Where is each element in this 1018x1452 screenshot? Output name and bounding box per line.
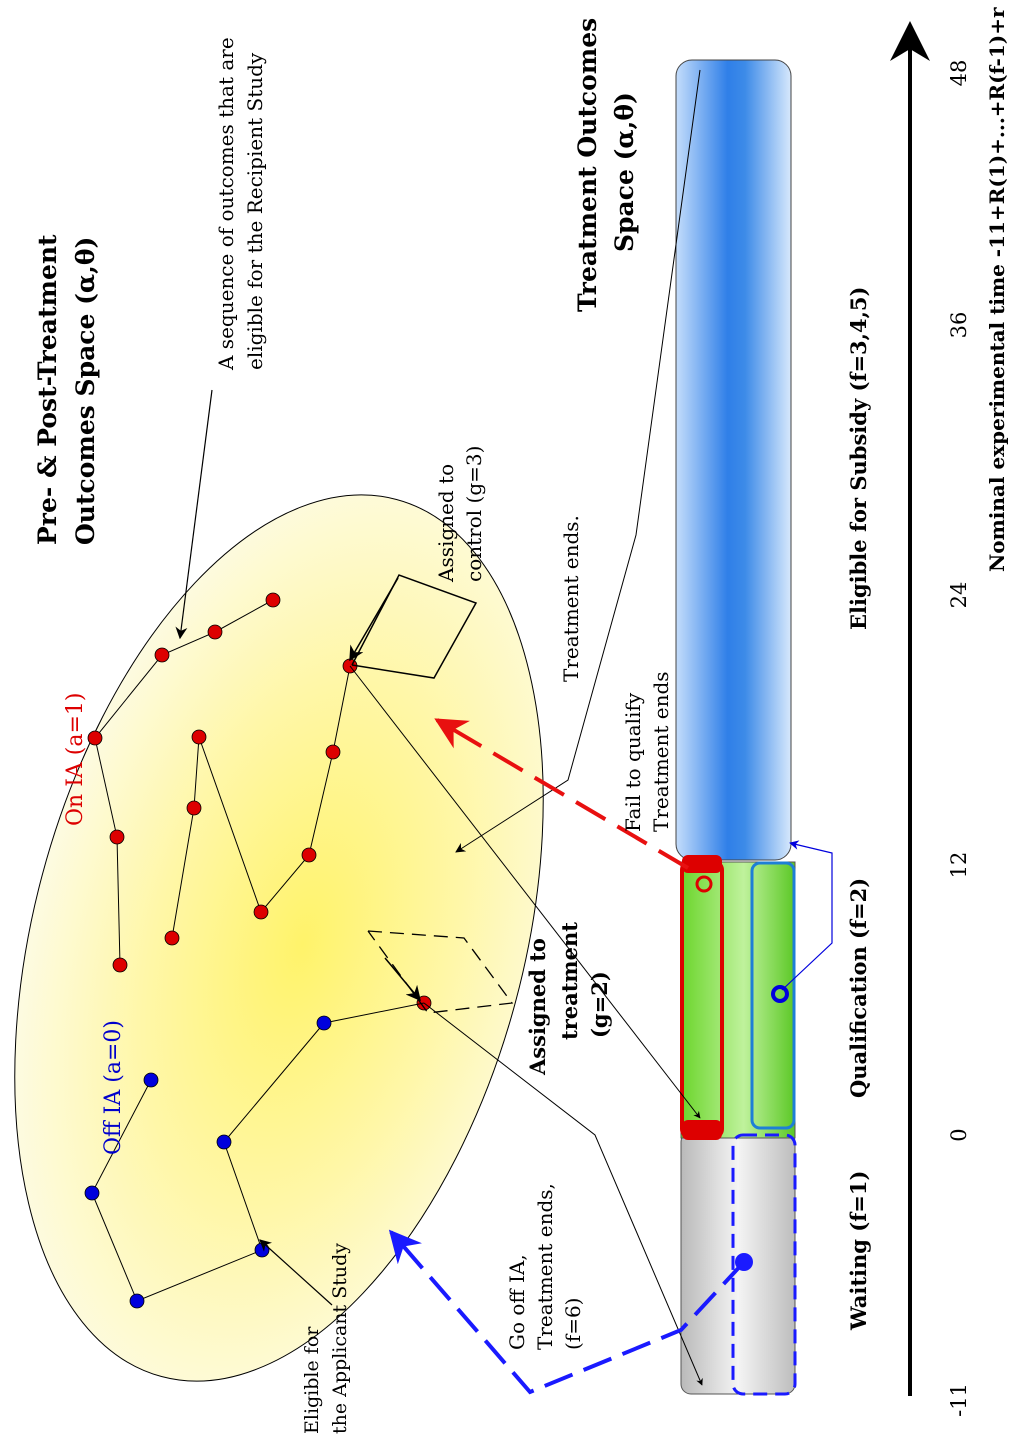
- phase-qualification: Qualification (f=2): [846, 878, 871, 1098]
- sequence-note-line1: A sequence of outcomes that are: [214, 37, 238, 371]
- go-off-arrow: [388, 1229, 746, 1395]
- on-ia-dots: [87, 592, 432, 1011]
- go-off-point: [735, 1253, 753, 1271]
- fail-qualify-cap-bottom: [682, 1120, 722, 1140]
- eligible-applicant-line2: the Applicant Study: [329, 1243, 351, 1434]
- rotated-labels: Pre- & Post-Treatment Outcomes Space (α,…: [33, 7, 1009, 1434]
- on-ia-label: On IA (a=1): [63, 693, 88, 826]
- pre-post-title-line2: Outcomes Space (α,θ): [71, 237, 100, 545]
- assigned-control-line2: control (g=3): [462, 446, 486, 582]
- assigned-treatment-line1: Assigned to: [525, 938, 550, 1076]
- phase-waiting: Waiting (f=1): [846, 1171, 871, 1331]
- axis-title: Nominal experimental time -11+R(1)+...+R…: [985, 7, 1009, 572]
- treatment-title-line2: Space (α,θ): [610, 92, 639, 252]
- subsidy-bar: [675, 59, 792, 861]
- off-ia-label: Off IA (a=0): [101, 1020, 126, 1155]
- axis-tick: 12: [947, 852, 971, 879]
- axis-tick: 36: [947, 312, 971, 339]
- fail-qualify-line1: Fail to qualify: [621, 692, 645, 832]
- qualify-box: [750, 861, 796, 1130]
- qualify-point: [771, 985, 789, 1003]
- applicant-arrow: [259, 1239, 333, 1306]
- eligible-applicant-line1: Eligible for: [301, 1326, 323, 1434]
- treatment-ends-line: [455, 69, 701, 853]
- fail-qualify-cap-top: [682, 855, 722, 873]
- go-off-line3: (f=6): [561, 1298, 585, 1351]
- treatment-ends-label: Treatment ends.: [559, 515, 583, 682]
- outcomes-space-ellipse: [14, 494, 544, 1382]
- assigned-treatment-line3: (g=2): [587, 971, 612, 1038]
- axis-tick: 48: [947, 60, 971, 87]
- axis-tick: 24: [947, 582, 971, 609]
- fail-qualify-point: [695, 875, 713, 893]
- axis-tick: 0: [947, 1128, 971, 1141]
- control-to-qualification-line: [349, 665, 701, 1119]
- sequence-arrow: [175, 389, 213, 640]
- treatment-arrow: [384, 957, 421, 1002]
- phase-subsidy: Eligible for Subsidy (f=3,4,5): [846, 287, 871, 630]
- axis-tick: -11: [947, 1383, 971, 1417]
- pre-post-title-line1: Pre- & Post-Treatment: [33, 234, 62, 545]
- sequence-note-line2: eligible for the Recipient Study: [243, 52, 267, 370]
- treatment-to-waiting-line: [423, 1002, 703, 1386]
- qualify-connector: [781, 840, 833, 991]
- treatment-title-line1: Treatment Outcomes: [573, 18, 602, 312]
- assigned-treatment-line2: treatment: [557, 922, 582, 1040]
- off-ia-dots: [84, 1015, 332, 1309]
- on-ia-path: [94, 599, 274, 966]
- go-off-line1: Go off IA,: [505, 1254, 529, 1350]
- fail-qualify-arrow: [434, 718, 690, 870]
- assigned-control-line1: Assigned to: [434, 464, 458, 583]
- waiting-dashed-box: [731, 1133, 797, 1396]
- go-off-line2: Treatment ends,: [533, 1183, 557, 1350]
- control-arrow: [349, 577, 399, 662]
- control-callout: [351, 574, 478, 679]
- fail-qualify-line2: Treatment ends: [649, 671, 673, 832]
